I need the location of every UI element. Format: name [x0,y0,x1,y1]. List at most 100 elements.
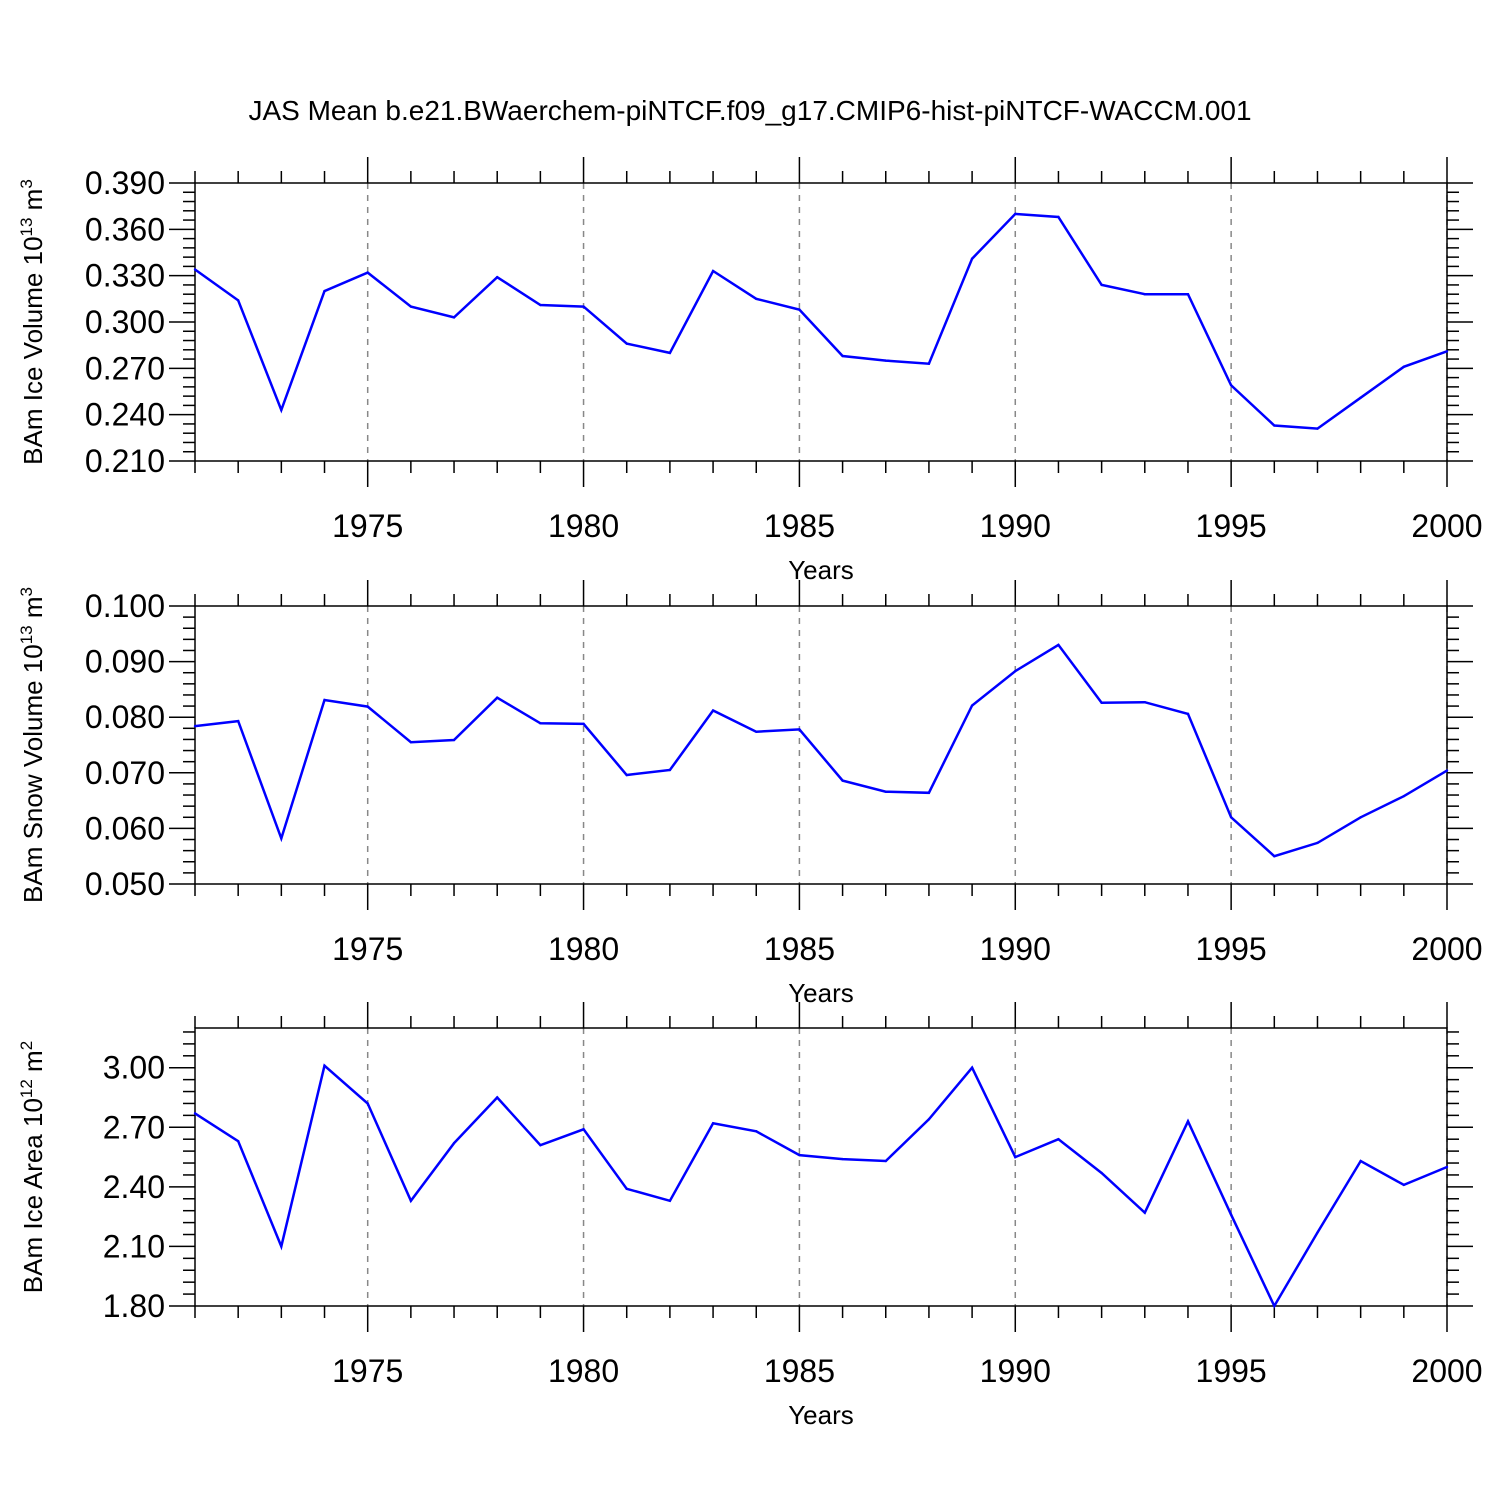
x-tick-label: 1980 [548,508,619,544]
data-point [1143,293,1146,296]
y-tick-label: 0.100 [85,588,165,624]
data-point [927,362,931,365]
data-point [323,1064,326,1067]
data-point [323,698,326,702]
y-tick-label: 0.240 [85,397,165,433]
y-tick-label: 2.40 [103,1169,165,1205]
data-point [1186,293,1190,296]
y-tick-label: 2.70 [103,1109,165,1145]
data-point [927,791,931,795]
data-point [280,837,283,840]
data-point [668,1199,672,1202]
y-tick-label: 2.10 [103,1228,165,1264]
x-tick-label: 1980 [548,1353,619,1389]
x-tick-label: 2000 [1411,508,1482,544]
data-point [711,1122,715,1125]
y-axis-label: BAm Ice Volume 1013 m3 [17,179,48,465]
x-tick-label: 1990 [980,1353,1051,1389]
data-point [1143,700,1146,704]
data-point [1273,1304,1276,1308]
y-axis-label-unit-exponent: 3 [17,179,36,188]
data-point [625,773,628,777]
data-point [755,730,758,733]
y-axis-label-unit: m [18,189,48,218]
y-tick-label: 0.300 [85,304,165,340]
plot-frame [194,605,1448,885]
data-point [1402,794,1406,798]
y-axis-label-text: BAm Ice Area 10 [18,1098,48,1293]
data-point [1359,396,1362,399]
x-tick-label: 1990 [980,508,1051,544]
data-point [1014,669,1017,673]
data-point [970,1066,974,1069]
x-tick-label: 1985 [764,931,835,967]
data-point [452,738,456,742]
data-point [1445,350,1449,353]
y-axis-label-text: BAm Ice Volume 10 [18,236,48,464]
data-point [193,1112,197,1115]
data-point [452,1141,456,1145]
data-point [1273,424,1276,427]
data-point [452,316,456,319]
data-point [884,1159,887,1163]
y-axis-label-text: BAm Snow Volume 10 [18,644,48,903]
data-point [970,257,974,260]
y-tick-label: 0.210 [85,443,165,479]
x-tick-label: 1985 [764,1353,835,1389]
data-point [366,705,369,708]
y-tick-label: 0.070 [85,755,165,791]
x-tick-label: 1995 [1196,931,1267,967]
y-axis-label-exponent: 13 [17,218,36,237]
data-point [1143,1211,1146,1214]
chart-title: JAS Mean b.e21.BWaerchem-piNTCF.f09_g17.… [248,95,1251,126]
data-point [409,741,413,744]
y-axis-label-unit-exponent: 3 [17,587,36,596]
data-point [625,1187,628,1191]
data-point [1100,283,1103,287]
series-line [194,1063,1448,1309]
y-axis-label: BAm Snow Volume 1013 m3 [17,587,48,903]
x-tick-label: 1995 [1196,1353,1267,1389]
data-point [1100,701,1103,704]
data-point [1100,1171,1103,1175]
data-point [236,299,240,302]
data-point [496,276,499,279]
ice-volume-panel: 0.210 0.240 0.270 0.300 0.330 0.360 0.390 1975 1… [17,157,1483,585]
y-tick-label: 0.060 [85,810,165,846]
ice-area-panel: 1.80 2.10 2.40 2.70 3.00 1975 1980 1985 1990 1995… [17,1002,1483,1430]
data-point [1273,855,1276,858]
data-point [193,268,197,271]
y-tick-label: 1.80 [103,1288,165,1324]
data-point [970,704,974,707]
y-axis-label-exponent: 12 [17,1079,36,1098]
plot-frame [194,1027,1448,1307]
y-axis-label-unit: m [18,1050,48,1079]
data-point [366,1102,369,1105]
data-point [798,1153,801,1157]
data-point [366,271,369,274]
data-point [798,308,801,311]
data-point [582,1128,585,1131]
data-point [711,269,715,273]
data-point [193,724,197,728]
data-point [841,1157,844,1161]
y-tick-label: 0.270 [85,350,165,386]
plot-frame [194,182,1448,462]
data-point [625,342,628,345]
y-tick-label: 0.390 [85,165,165,201]
data-point [798,728,801,731]
y-axis-label-unit: m [18,596,48,625]
data-point [1316,841,1319,845]
data-point [1229,384,1233,387]
y-tick-label: 3.00 [103,1050,165,1086]
data-point [409,1199,413,1202]
data-point [1359,816,1362,819]
data-point [496,1096,499,1099]
data-point [1186,1120,1190,1123]
data-point [1316,1231,1319,1234]
x-axis-label: Years [788,555,854,585]
y-tick-label: 0.050 [85,866,165,902]
data-point [884,359,887,362]
x-tick-label: 2000 [1411,1353,1482,1389]
x-tick-label: 1995 [1196,508,1267,544]
